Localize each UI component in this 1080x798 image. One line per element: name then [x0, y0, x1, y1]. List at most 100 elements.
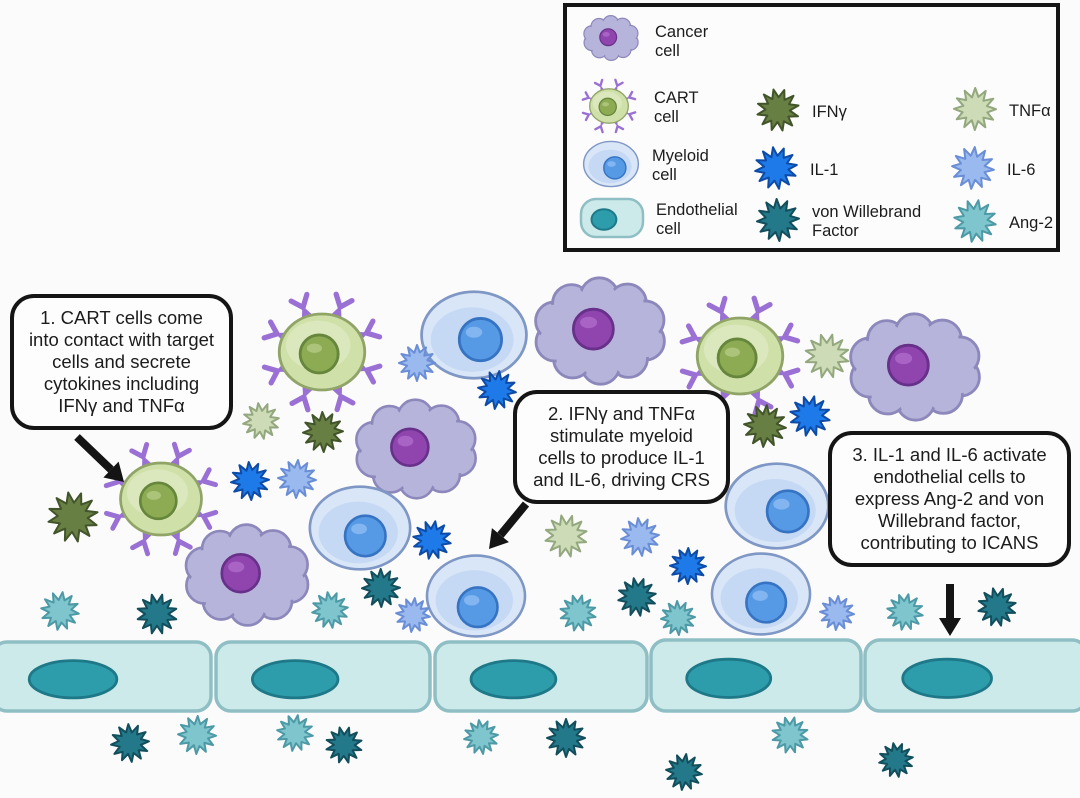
- arrow-step-2: [489, 501, 530, 549]
- legend-vwf-icon: [755, 197, 801, 248]
- cytokine-tnfa: [804, 333, 850, 379]
- cytokine-ang2: [177, 715, 217, 755]
- endothelial-cell: [433, 640, 649, 713]
- callout-step-1: 1. CART cells come into contact with tar…: [10, 294, 233, 430]
- cytokine-tnfa: [544, 514, 588, 558]
- cytokine-il6: [398, 344, 436, 382]
- cytokine-ang2: [276, 714, 314, 752]
- cytokine-ang2: [40, 591, 80, 631]
- cytokine-tnfa: [953, 86, 997, 131]
- legend-label-vwf: von Willebrand Factor: [812, 203, 922, 240]
- legend-myeloid-icon: [581, 139, 641, 194]
- cytokine-vwf: [977, 587, 1017, 627]
- myeloid-cell: [420, 290, 528, 380]
- cytokine-ifng: [756, 88, 800, 131]
- myeloid-cell: [582, 140, 640, 187]
- legend-label-cancer: Cancer cell: [655, 23, 709, 60]
- arrow-step-3: [939, 584, 961, 636]
- legend-label-endothelial: Endothelial cell: [656, 201, 738, 238]
- legend-item-ang2: Ang-2: [952, 194, 1053, 252]
- cytokine-ang2: [559, 594, 597, 632]
- cytokine-vwf: [136, 593, 178, 635]
- cytokine-ang2: [886, 593, 924, 631]
- legend-label-myeloid: Myeloid cell: [652, 147, 709, 184]
- cart-cell: [679, 295, 801, 417]
- cytokine-il6: [951, 145, 995, 190]
- legend-label-tnfa: TNFα: [1009, 101, 1051, 120]
- cytokine-il6: [819, 595, 855, 631]
- legend-item-vwf: von Willebrand Factor: [755, 193, 921, 251]
- endothelial-cell: [579, 197, 645, 238]
- cytokine-il1: [477, 370, 517, 410]
- cytokine-il1: [230, 461, 270, 501]
- legend-endothelial-icon: [579, 196, 645, 245]
- legend-label-ifng: IFNγ: [812, 102, 847, 121]
- legend-ifng-icon: [755, 87, 801, 138]
- cytokine-vwf: [361, 568, 401, 608]
- cytokine-ang2: [660, 600, 696, 636]
- cancer-cell: [355, 398, 477, 500]
- callout-step-3: 3. IL-1 and IL-6 activate endothelial ce…: [828, 431, 1071, 567]
- cytokine-ifng: [302, 411, 344, 453]
- cytokine-ang2: [463, 719, 499, 755]
- legend-cart-icon: [575, 76, 643, 141]
- legend-item-cancer: Cancer cell: [578, 13, 708, 71]
- legend-label-il1: IL-1: [810, 160, 839, 179]
- callout-step-2: 2. IFNγ and TNFα stimulate myeloid cells…: [513, 390, 730, 504]
- cytokine-vwf: [110, 723, 150, 763]
- cytokine-vwf: [325, 726, 363, 764]
- endothelial-cell: [649, 638, 863, 713]
- legend: Cancer cell CART cell Myeloid cell Endothel…: [563, 3, 1060, 252]
- cytokine-il6: [277, 459, 317, 499]
- cytokine-tnfa: [242, 402, 280, 440]
- cytokine-il1: [754, 145, 798, 190]
- cytokine-ang2: [953, 198, 997, 243]
- myeloid-cell: [308, 485, 412, 571]
- legend-label-ang2: Ang-2: [1009, 213, 1054, 232]
- cytokine-ang2: [311, 591, 349, 629]
- cytokine-vwf: [617, 577, 657, 617]
- legend-item-endothelial: Endothelial cell: [579, 191, 738, 249]
- cancer-cell: [184, 523, 310, 627]
- cytokine-il6: [395, 597, 431, 633]
- cancer-cell: [534, 276, 666, 386]
- cytokine-vwf: [878, 742, 914, 778]
- legend-ang2-icon: [952, 198, 998, 249]
- cart-cell: [581, 78, 637, 133]
- legend-label-il6: IL-6: [1007, 160, 1036, 179]
- legend-item-tnfa: TNFα: [952, 82, 1051, 140]
- legend-item-cart: CART cell: [575, 78, 699, 137]
- legend-item-myeloid: Myeloid cell: [581, 137, 709, 195]
- cytokine-ifng: [47, 491, 99, 543]
- legend-il1-icon: [753, 145, 799, 196]
- myeloid-cell: [710, 552, 812, 636]
- legend-cancer-icon: [578, 11, 644, 74]
- cytokine-vwf: [665, 753, 703, 791]
- legend-tnfa-icon: [952, 86, 998, 137]
- myeloid-cell: [724, 462, 830, 550]
- legend-il6-icon: [950, 145, 996, 196]
- legend-item-ifng: IFNγ: [755, 83, 847, 141]
- cytokine-il1: [669, 547, 707, 585]
- cart-cell: [103, 441, 219, 557]
- endothelial-cell: [863, 638, 1080, 713]
- cytokine-vwf: [546, 718, 586, 758]
- cytokine-il1: [412, 520, 452, 560]
- cancer-cell: [849, 312, 981, 422]
- cytokine-ang2: [771, 716, 809, 754]
- legend-item-il6: IL-6: [950, 141, 1035, 199]
- arrow-step-1: [74, 434, 124, 482]
- cart-cell: [261, 291, 383, 413]
- cancer-cell: [583, 14, 639, 61]
- legend-item-il1: IL-1: [753, 141, 838, 199]
- myeloid-cell: [425, 554, 527, 638]
- endothelial-cell: [214, 640, 432, 713]
- legend-label-cart: CART cell: [654, 89, 699, 126]
- endothelial-cell: [0, 640, 213, 713]
- cytokine-il1: [789, 395, 831, 437]
- cytokine-il6: [620, 517, 660, 557]
- cytokine-vwf: [756, 197, 800, 242]
- cytokine-ifng: [743, 404, 787, 448]
